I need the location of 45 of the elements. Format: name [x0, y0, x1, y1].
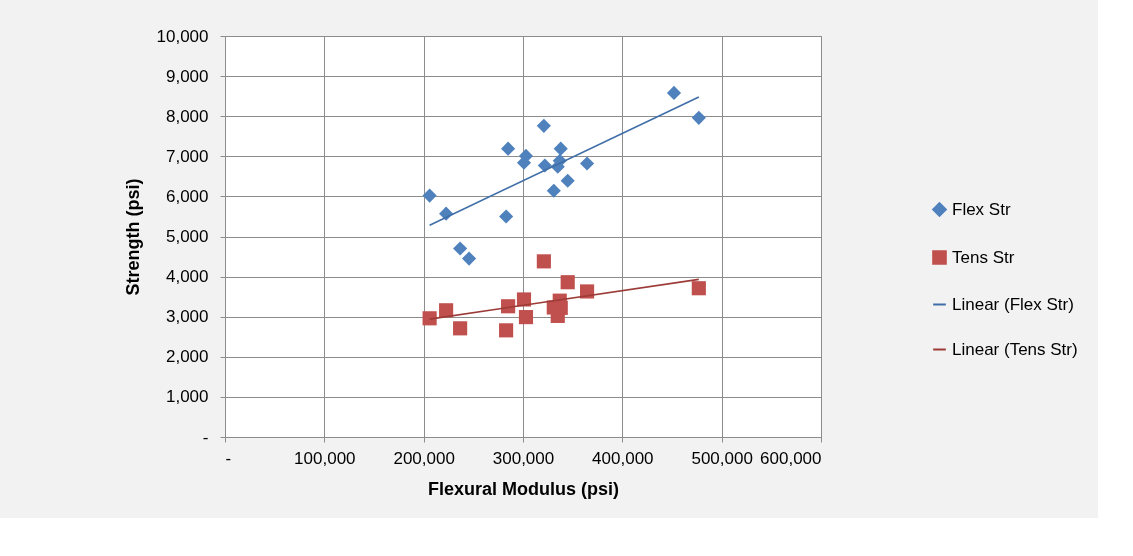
point	[518, 310, 534, 325]
point	[501, 141, 516, 156]
point	[580, 156, 595, 171]
point	[560, 275, 575, 290]
x-tick-label: 100,000	[294, 448, 356, 468]
x-axis-title: Flexural Modulus (psi)	[427, 478, 620, 499]
x-tick-label: 200,000	[393, 448, 455, 468]
x-tick-label: 600,000	[760, 448, 822, 468]
legend-label: Tens Str	[952, 247, 1015, 267]
point	[422, 188, 437, 203]
y-tick-label: 4,000	[165, 267, 209, 287]
point	[518, 148, 534, 163]
x-tick-label: -	[225, 448, 232, 468]
x-tick-label: 400,000	[592, 448, 654, 468]
y-tick-label: 10,000	[156, 26, 209, 46]
y-axis-title: Strength (psi)	[122, 178, 143, 296]
legend-label: Linear (Flex Str)	[952, 294, 1074, 314]
point	[453, 321, 468, 336]
point	[499, 323, 514, 338]
point	[536, 254, 551, 269]
point	[536, 118, 551, 133]
x-tick-label: 500,000	[691, 448, 753, 468]
y-tick-label: 8,000	[165, 106, 209, 126]
point	[691, 110, 706, 125]
point	[553, 141, 568, 156]
point	[691, 281, 706, 296]
point	[560, 173, 575, 188]
point	[453, 241, 468, 256]
point	[439, 303, 454, 318]
y-tick-label: 7,000	[165, 146, 209, 166]
point	[422, 311, 437, 326]
point	[499, 209, 514, 224]
y-tick-label: 6,000	[165, 186, 209, 206]
point	[461, 251, 477, 266]
y-tick-label: 3,000	[165, 307, 209, 327]
y-tick-label: 5,000	[165, 227, 209, 246]
y-tick-label: -	[202, 427, 209, 447]
y-tick-label: 2,000	[165, 347, 209, 367]
x-tick-label: 300,000	[492, 448, 555, 468]
point	[546, 183, 561, 198]
legend-label: Flex Str	[952, 199, 1011, 219]
y-tick-label: 1,000	[165, 387, 209, 407]
point	[666, 85, 682, 101]
y-tick-label: 9,000	[165, 66, 209, 86]
legend-label: Linear (Tens Str)	[952, 339, 1078, 359]
